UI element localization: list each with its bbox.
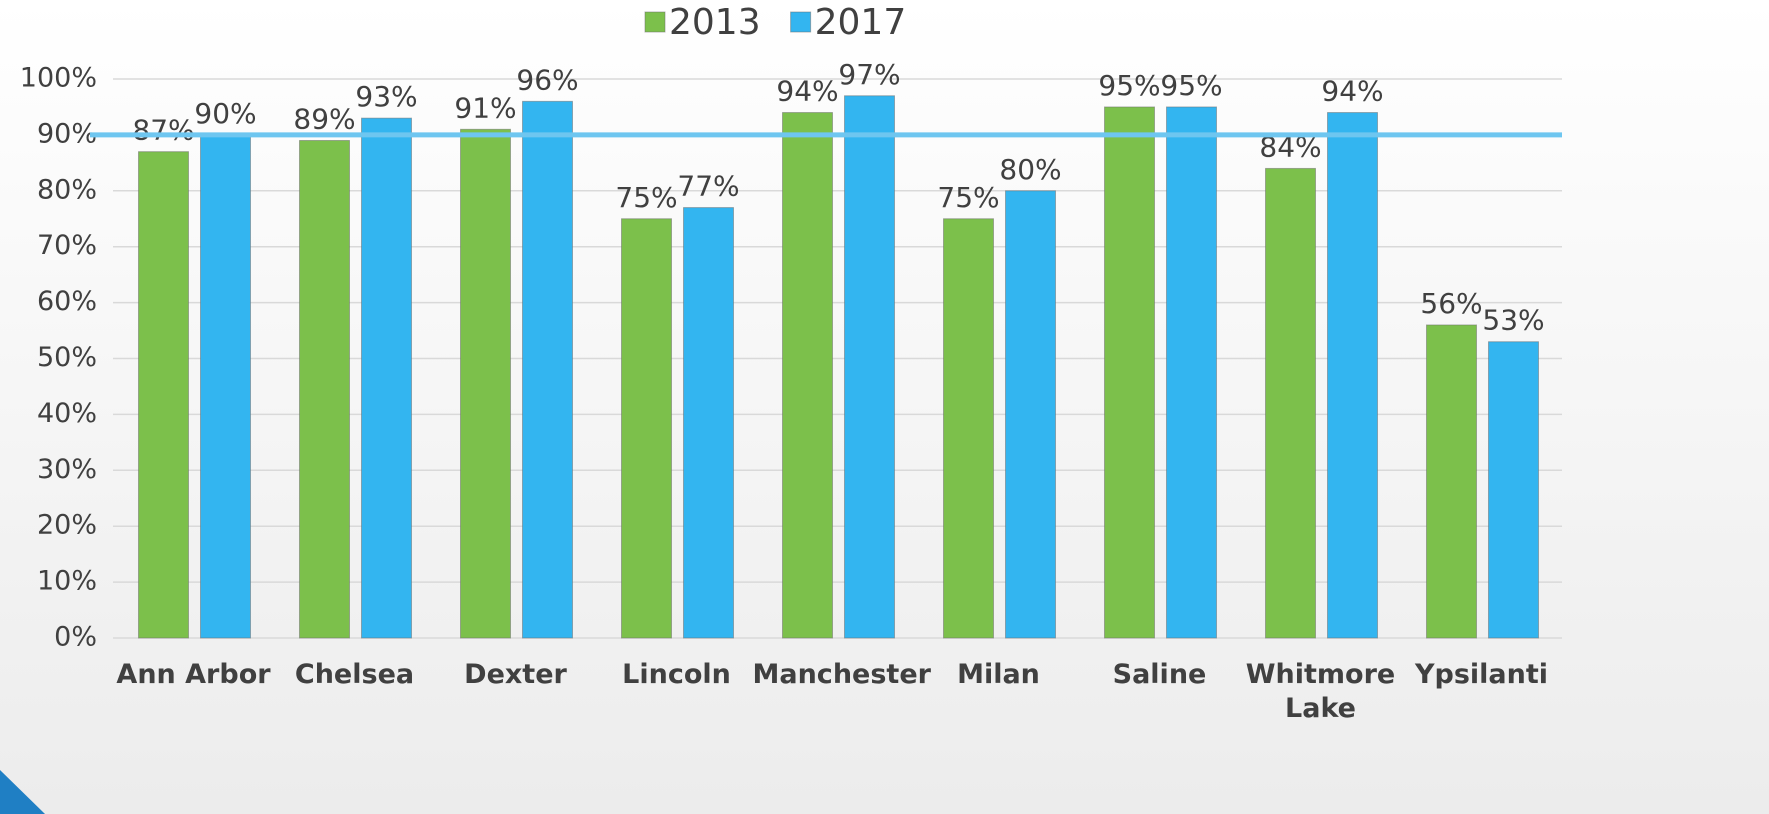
legend-label: 2013 — [669, 2, 761, 43]
value-label: 95% — [1160, 69, 1222, 102]
y-tick-label: 60% — [37, 286, 97, 317]
bar — [522, 100, 573, 639]
corner-decoration — [0, 770, 45, 814]
bar — [1104, 106, 1155, 639]
bar — [943, 218, 994, 639]
y-tick-label: 70% — [37, 230, 97, 261]
value-label: 97% — [838, 58, 900, 91]
bar — [1327, 112, 1378, 639]
value-label: 53% — [1482, 304, 1544, 337]
x-tick-label: Ypsilanti — [1414, 659, 1549, 690]
value-label: 77% — [677, 170, 739, 203]
x-tick-label: Manchester — [752, 659, 931, 690]
legend-swatch — [644, 11, 666, 33]
y-tick-label: 30% — [37, 454, 97, 485]
x-tick-label: Saline — [1112, 659, 1207, 690]
value-label: 80% — [999, 153, 1061, 186]
value-label: 94% — [776, 75, 838, 108]
bar — [460, 128, 511, 639]
value-label: 87% — [132, 114, 194, 147]
legend-swatch — [790, 11, 812, 33]
value-label: 56% — [1420, 287, 1482, 320]
value-label: 94% — [1321, 75, 1383, 108]
bar — [1005, 190, 1056, 639]
y-tick-label: 100% — [20, 63, 97, 94]
value-label: 95% — [1098, 69, 1160, 102]
bar — [1426, 324, 1477, 639]
bar — [1488, 341, 1539, 639]
y-tick-label: 10% — [37, 566, 97, 597]
value-label: 91% — [454, 91, 516, 124]
x-tick-label: Milan — [957, 659, 1040, 690]
bar — [844, 95, 895, 639]
y-tick-label: 20% — [37, 510, 97, 541]
y-tick-label: 90% — [37, 118, 97, 149]
x-tick-label: Chelsea — [294, 659, 415, 690]
bar — [621, 218, 672, 639]
value-label: 75% — [615, 181, 677, 214]
y-tick-label: 40% — [37, 398, 97, 429]
bar — [138, 151, 189, 639]
value-label: 75% — [937, 181, 999, 214]
bar — [299, 139, 350, 639]
bar — [683, 207, 734, 639]
legend-label: 2017 — [815, 2, 907, 43]
bar — [200, 134, 251, 639]
value-label: 89% — [293, 102, 355, 135]
y-tick-label: 50% — [37, 342, 97, 373]
value-label: 93% — [355, 80, 417, 113]
bar — [1265, 167, 1316, 639]
x-tick-label: Whitmore Lake — [1245, 659, 1396, 724]
x-tick-label: Dexter — [464, 659, 567, 690]
bar — [782, 112, 833, 639]
y-tick-label: 80% — [37, 174, 97, 205]
value-label: 90% — [194, 97, 256, 130]
y-tick-label: 0% — [54, 622, 97, 653]
value-label: 96% — [516, 63, 578, 96]
x-tick-label: Lincoln — [622, 659, 731, 690]
bar — [361, 117, 412, 639]
bar — [1166, 106, 1217, 639]
x-tick-label: Ann Arbor — [116, 659, 271, 690]
